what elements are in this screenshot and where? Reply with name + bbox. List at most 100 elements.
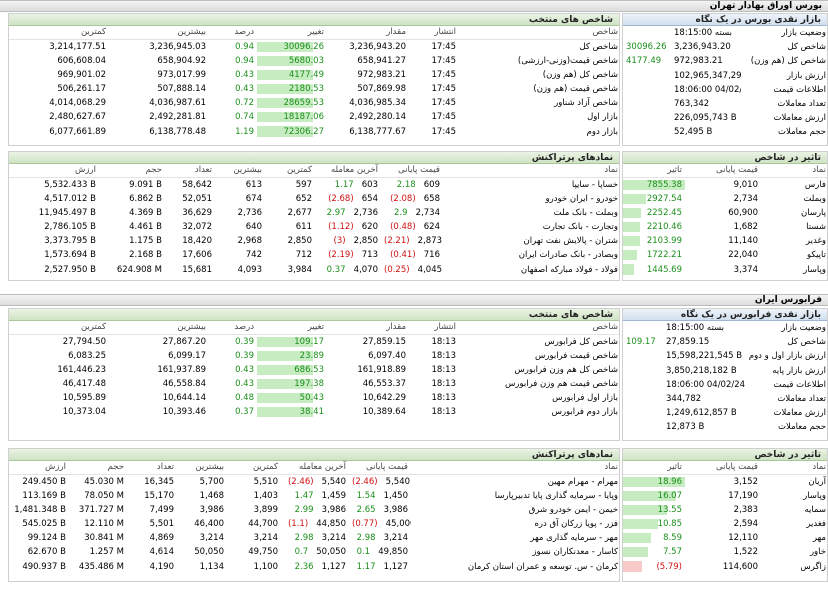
market-change: 4177.49 xyxy=(626,56,662,67)
top-symbol[interactable]: خساپا - سایپا xyxy=(571,179,618,190)
column-header: شاخص xyxy=(459,321,619,335)
top-row[interactable]: 249.450 B 45.030 M 16,345 5,700 5,510 (2.46) … xyxy=(9,474,619,489)
impact-row[interactable]: 2103.99 11,140 وغدیر xyxy=(623,234,827,248)
top-row[interactable]: 1,573.694 B 2.168 B 17,606 742 712 (2.19) 713… xyxy=(9,248,619,262)
top-row[interactable]: 3,373.795 B 1.175 B 18,420 2,968 2,850 (3) 2,… xyxy=(9,234,619,248)
top-row[interactable]: 1,481.348 B 371.727 M 7,499 3,986 3,899 2.99 … xyxy=(9,503,619,517)
index-row[interactable]: 506,261.17 507,888.14 0.43 2180.53 507,869.9… xyxy=(9,82,619,96)
impact-row[interactable]: 7.57 1,522 خاور xyxy=(623,545,827,559)
top-row[interactable]: 2,527.950 B 624.908 M 15,681 4,093 3,984 0.37… xyxy=(9,262,619,276)
impact-row[interactable]: 1445.69 3,374 وپاسار xyxy=(623,262,827,276)
impact-price: 2,734 xyxy=(733,193,758,204)
impact-symbol[interactable]: مهر xyxy=(812,533,826,544)
impact-row[interactable]: 1722.21 22,040 تاپیکو xyxy=(623,248,827,262)
index-name[interactable]: شاخص کل xyxy=(579,41,618,52)
bar-cell: 18.96 xyxy=(623,474,685,489)
impact-symbol[interactable]: فارس xyxy=(804,179,826,190)
top-row[interactable]: 5,532.433 B 9.091 B 58,642 613 597 1.17 603 2.… xyxy=(9,177,619,192)
index-name[interactable]: شاخص قیمت فرابورس xyxy=(534,350,618,361)
top-row[interactable]: 11,945.497 B 4.369 B 36,629 2,736 2,677 2.97 … xyxy=(9,206,619,220)
top-symbol[interactable]: وتجارت - بانک تجارت xyxy=(542,221,618,232)
top-symbol[interactable]: فولاد - فولاد مبارکه اصفهان xyxy=(520,264,618,275)
index-name[interactable]: شاخص آزاد شناور xyxy=(554,98,618,109)
top-row[interactable]: 99.124 B 30.841 M 4,869 3,214 3,214 2.98 3,21… xyxy=(9,531,619,545)
top-close-change: (0.25) xyxy=(384,264,410,275)
impact-symbol[interactable]: زاگرس xyxy=(800,561,826,572)
index-row[interactable]: 46,417.48 46,558.84 0.43 197.38 46,553.37 18:… xyxy=(9,377,619,391)
impact-row[interactable]: 2252.45 60,900 پارسان xyxy=(623,206,827,220)
index-name[interactable]: شاخص کل فرابورس xyxy=(544,336,618,347)
market-change xyxy=(623,321,663,335)
index-name[interactable]: شاخص قیمت(وزنی-ارزشی) xyxy=(517,55,618,66)
impact-symbol[interactable]: تاپیکو xyxy=(807,250,826,261)
impact-row[interactable]: 2927.54 2,734 وبملت xyxy=(623,192,827,206)
index-name[interactable]: شاخص کل (هم وزن) xyxy=(542,69,618,80)
top-low: 597 xyxy=(295,179,312,190)
top-symbol[interactable]: مهرام - مهرام مهین xyxy=(547,476,618,487)
top-symbol[interactable]: کرمان - س. توسعه و عمران استان کرمان xyxy=(467,561,618,572)
index-name[interactable]: بازار دوم فرابورس xyxy=(551,407,618,418)
impact-row[interactable]: 13.55 2,383 سمایه xyxy=(623,503,827,517)
bar-cell: 109.17 xyxy=(257,334,327,349)
impact-symbol[interactable]: فغدیر xyxy=(806,518,826,529)
impact-row[interactable]: 2210.46 1,682 شستا xyxy=(623,220,827,234)
index-name[interactable]: شاخص قیمت هم وزن فرابورس xyxy=(504,378,618,389)
impact-symbol[interactable]: وغدیر xyxy=(805,236,826,247)
market-change xyxy=(623,69,671,83)
impact-symbol[interactable]: وپاسار xyxy=(803,264,826,275)
impact-symbol[interactable]: سمایه xyxy=(804,504,826,515)
impact-symbol[interactable]: شستا xyxy=(806,221,826,232)
top-close: (2.08) 658 xyxy=(381,192,443,206)
column-header: درصد xyxy=(209,321,257,335)
top-symbol[interactable]: شتران - پالایش نفت تهران xyxy=(523,236,618,247)
index-row[interactable]: 606,608.04 658,904.92 0.94 5680.03 658,941.2… xyxy=(9,54,619,68)
index-row[interactable]: 6,083.25 6,099.17 0.39 23.89 6,097.40 18:13 شا… xyxy=(9,349,619,363)
top-row[interactable]: 490.937 B 435.486 M 4,190 1,134 1,100 2.36 1,… xyxy=(9,559,619,573)
section-title-tehran: بورس اوراق بهادار تهران xyxy=(0,0,828,12)
top-close-change: 2.9 xyxy=(394,207,408,218)
top-row[interactable]: 545.025 B 12.110 M 5,501 46,400 44,700 (1.1) … xyxy=(9,517,619,531)
impact-row[interactable]: 16.07 17,190 وپاسار xyxy=(623,489,827,503)
index-row[interactable]: 10,595.89 10,644.14 0.48 50.43 10,642.29 18:1… xyxy=(9,391,619,405)
top-symbol[interactable]: وبصادر - بانک صادرات ایران xyxy=(518,250,618,261)
top-last-change: 0.7 xyxy=(294,547,309,558)
impact-symbol[interactable]: آریان xyxy=(808,476,826,487)
index-name[interactable]: بازار اول xyxy=(587,112,618,123)
index-name[interactable]: بازار دوم xyxy=(586,126,618,137)
top-row[interactable]: 113.169 B 78.050 M 15,170 1,468 1,403 1.47 1,… xyxy=(9,489,619,503)
index-row[interactable]: 27,794.50 27,867.20 0.39 109.17 27,859.15 18:… xyxy=(9,334,619,349)
index-row[interactable]: 969,901.02 973,017.99 0.43 4177.49 972,983.2… xyxy=(9,68,619,82)
index-row[interactable]: 6,077,661.89 6,138,778.48 1.19 72306.27 6,13… xyxy=(9,124,619,138)
impact-row[interactable]: 8.59 12,110 مهر xyxy=(623,531,827,545)
top-symbol[interactable]: خودرو - ایران خودرو xyxy=(545,193,618,204)
index-row[interactable]: 2,480,627.67 2,492,281.81 0.74 18187.06 2,49… xyxy=(9,110,619,124)
impact-symbol[interactable]: خاور xyxy=(809,547,826,558)
impact-symbol[interactable]: پارسان xyxy=(800,207,826,218)
index-name[interactable]: شاخص قیمت (هم وزن) xyxy=(533,83,618,94)
top-symbol[interactable]: وبملت - بانک ملت xyxy=(553,207,618,218)
top-symbol[interactable]: وپایا - سرمایه گذاری پایا تدبیرپارسا xyxy=(494,490,618,501)
index-name[interactable]: بازار اول فرابورس xyxy=(552,393,618,404)
impact-symbol[interactable]: وپاسار xyxy=(803,490,826,501)
index-row[interactable]: 10,373.04 10,393.46 0.37 38.41 10,389.64 18:1… xyxy=(9,405,619,419)
top-symbol[interactable]: فزر - پویا زرکان آق دره xyxy=(534,518,618,529)
tehran-indices-table: کمترین بیشترین درصد تغییر مقدار انتشار شاخص 3,… xyxy=(9,26,619,139)
top-row[interactable]: 4,517.012 B 6.862 B 52,051 674 652 (2.68) 654… xyxy=(9,192,619,206)
top-row[interactable]: 2,786.105 B 4.461 B 32,072 640 611 (1.12) 620… xyxy=(9,220,619,234)
index-row[interactable]: 4,014,068.29 4,036,987.61 0.72 28659.53 4,03… xyxy=(9,96,619,110)
impact-row[interactable]: 7855.38 9,010 فارس xyxy=(623,177,827,192)
index-row[interactable]: 3,214,177.51 3,236,945.03 0.94 30096.26 3,23… xyxy=(9,39,619,54)
index-percent: 0.43 xyxy=(235,364,254,375)
top-symbol[interactable]: کاسار - معدنکاران نسوز xyxy=(532,547,618,558)
impact-symbol[interactable]: وبملت xyxy=(803,193,826,204)
top-symbol[interactable]: مهر - سرمایه گذاری مهر xyxy=(530,533,618,544)
change-bar xyxy=(257,393,313,404)
index-name[interactable]: شاخص کل هم وزن فرابورس xyxy=(514,364,618,375)
index-row[interactable]: 161,446.23 161,937.89 0.43 686.53 161,918.89… xyxy=(9,363,619,377)
impact-row[interactable]: 18.96 3,152 آریان xyxy=(623,474,827,489)
impact-row[interactable]: (5.79) 114,600 زاگرس xyxy=(623,559,827,573)
market-value: 763,342 xyxy=(674,99,710,110)
top-symbol[interactable]: خیمن - ایمن خودرو شرق xyxy=(528,504,618,515)
top-row[interactable]: 62.670 B 1.257 M 4,614 50,050 49,750 0.7 50,0… xyxy=(9,545,619,559)
impact-row[interactable]: 10.85 2,594 فغدیر xyxy=(623,517,827,531)
